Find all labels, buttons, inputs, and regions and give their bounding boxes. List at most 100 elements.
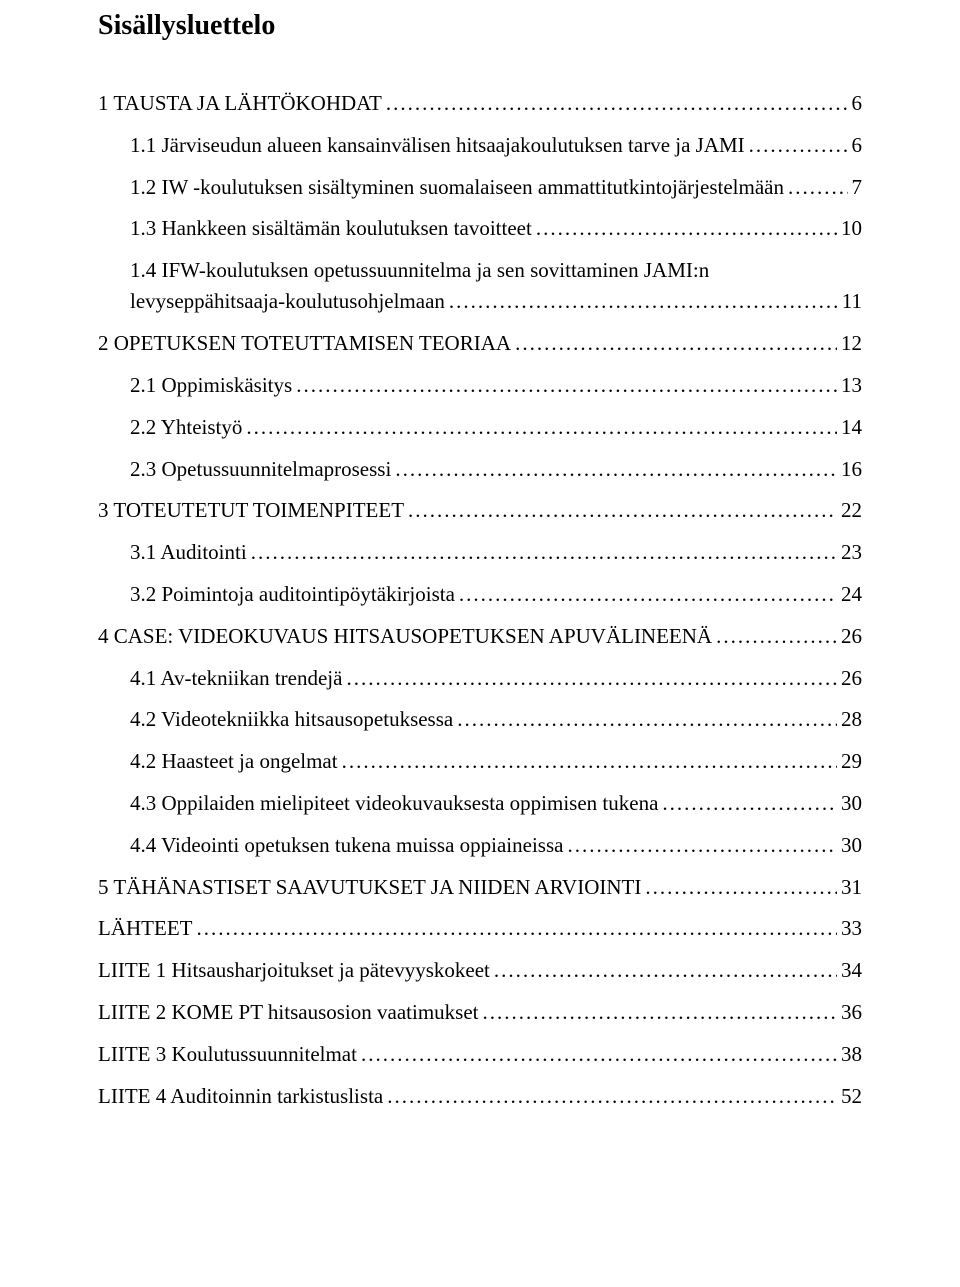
toc-entry: 4.1 Av-tekniikan trendejä 26: [130, 665, 862, 692]
toc-entry-label: 1.2 IW -koulutuksen sisältyminen suomala…: [130, 174, 784, 201]
toc-leader-dots: [459, 581, 837, 608]
toc-entry-label: 5 TÄHÄNASTISET SAAVUTUKSET JA NIIDEN ARV…: [98, 874, 641, 901]
toc-entry: 3.1 Auditointi 23: [130, 539, 862, 566]
toc-leader-dots: [662, 790, 837, 817]
toc-leader-dots: [395, 456, 837, 483]
toc-entry-page: 12: [841, 330, 862, 357]
toc-entry: 4.3 Oppilaiden mielipiteet videokuvaukse…: [130, 790, 862, 817]
toc-leader-dots: [296, 372, 837, 399]
toc-entry-label: 1.3 Hankkeen sisältämän koulutuksen tavo…: [130, 215, 532, 242]
toc-leader-dots: [567, 832, 837, 859]
toc-entry-label: 4 CASE: VIDEOKUVAUS HITSAUSOPETUKSEN APU…: [98, 623, 712, 650]
toc-entry-page: 6: [852, 132, 863, 159]
toc-entry-page: 26: [841, 665, 862, 692]
toc-leader-dots: [361, 1041, 837, 1068]
toc-entry-page: 36: [841, 999, 862, 1026]
toc-entry-label: 1.4 IFW-koulutuksen opetussuunnitelma ja…: [130, 257, 709, 284]
toc-entry-label: 3.1 Auditointi: [130, 539, 247, 566]
toc-entry-page: 11: [842, 288, 862, 315]
toc-entry-label: LÄHTEET: [98, 915, 192, 942]
toc-leader-dots: [749, 132, 848, 159]
toc-leader-dots: [483, 999, 838, 1026]
toc-entry-page: 6: [852, 90, 863, 117]
toc-leader-dots: [196, 915, 837, 942]
toc-entry: 2.2 Yhteistyö 14: [130, 414, 862, 441]
toc-entry: 4.2 Haasteet ja ongelmat 29: [130, 748, 862, 775]
toc-entry: LIITE 4 Auditoinnin tarkistuslista 52: [98, 1083, 862, 1110]
toc-entry-page: 38: [841, 1041, 862, 1068]
toc-leader-dots: [386, 90, 848, 117]
toc-leader-dots: [246, 414, 837, 441]
toc-leader-dots: [536, 215, 837, 242]
toc-entry: LIITE 2 KOME PT hitsausosion vaatimukset…: [98, 999, 862, 1026]
toc-entry: 2.3 Opetussuunnitelmaprosessi 16: [130, 456, 862, 483]
toc-entry: 1.2 IW -koulutuksen sisältyminen suomala…: [130, 174, 862, 201]
toc-entry-page: 30: [841, 832, 862, 859]
toc-entry-label: 1.1 Järviseudun alueen kansainvälisen hi…: [130, 132, 745, 159]
toc-leader-dots: [645, 874, 837, 901]
toc-entry-label: LIITE 2 KOME PT hitsausosion vaatimukset: [98, 999, 479, 1026]
toc-entry-label: 2 OPETUKSEN TOTEUTTAMISEN TEORIAA: [98, 330, 511, 357]
toc-entry-label: LIITE 1 Hitsausharjoitukset ja pätevyysk…: [98, 957, 490, 984]
toc-leader-dots: [387, 1083, 837, 1110]
toc-leader-dots: [494, 957, 837, 984]
toc-leader-dots: [515, 330, 837, 357]
toc-entry-page: 34: [841, 957, 862, 984]
toc-entry-label: 4.4 Videointi opetuksen tukena muissa op…: [130, 832, 563, 859]
page-title: Sisällysluettelo: [98, 10, 862, 42]
toc-entry: 1 TAUSTA JA LÄHTÖKOHDAT 6: [98, 90, 862, 117]
toc-entry: 2 OPETUKSEN TOTEUTTAMISEN TEORIAA 12: [98, 330, 862, 357]
toc-entry-page: 22: [841, 497, 862, 524]
toc-entry: 2.1 Oppimiskäsitys 13: [130, 372, 862, 399]
toc-entry: 5 TÄHÄNASTISET SAAVUTUKSET JA NIIDEN ARV…: [98, 874, 862, 901]
toc-entry-page: 16: [841, 456, 862, 483]
table-of-contents: 1 TAUSTA JA LÄHTÖKOHDAT 6 1.1 Järviseudun …: [98, 90, 862, 1110]
toc-leader-dots: [251, 539, 837, 566]
toc-entry-label: 4.1 Av-tekniikan trendejä: [130, 665, 342, 692]
toc-leader-dots: [346, 665, 837, 692]
toc-entry: LÄHTEET 33: [98, 915, 862, 942]
toc-entry-label: 4.3 Oppilaiden mielipiteet videokuvaukse…: [130, 790, 658, 817]
toc-entry-page: 31: [841, 874, 862, 901]
toc-entry: 4 CASE: VIDEOKUVAUS HITSAUSOPETUKSEN APU…: [98, 623, 862, 650]
toc-entry: 3.2 Poimintoja auditointipöytäkirjoista 2…: [130, 581, 862, 608]
toc-entry-label: 4.2 Videotekniikka hitsausopetuksessa: [130, 706, 453, 733]
toc-entry: 1.3 Hankkeen sisältämän koulutuksen tavo…: [130, 215, 862, 242]
toc-entry-label: 2.3 Opetussuunnitelmaprosessi: [130, 456, 391, 483]
toc-entry: 4.2 Videotekniikka hitsausopetuksessa 28: [130, 706, 862, 733]
toc-entry-label: LIITE 4 Auditoinnin tarkistuslista: [98, 1083, 383, 1110]
toc-leader-dots: [408, 497, 837, 524]
toc-entry-page: 30: [841, 790, 862, 817]
toc-entry: 1.1 Järviseudun alueen kansainvälisen hi…: [130, 132, 862, 159]
toc-entry-page: 13: [841, 372, 862, 399]
toc-entry-label: 1 TAUSTA JA LÄHTÖKOHDAT: [98, 90, 382, 117]
toc-entry-label: LIITE 3 Koulutussuunnitelmat: [98, 1041, 357, 1068]
toc-entry-page: 23: [841, 539, 862, 566]
toc-entry-page: 26: [841, 623, 862, 650]
toc-entry: LIITE 1 Hitsausharjoitukset ja pätevyysk…: [98, 957, 862, 984]
toc-entry-page: 28: [841, 706, 862, 733]
toc-leader-dots: [342, 748, 837, 775]
toc-entry: LIITE 3 Koulutussuunnitelmat 38: [98, 1041, 862, 1068]
toc-leader-dots: [788, 174, 848, 201]
document-page: Sisällysluettelo 1 TAUSTA JA LÄHTÖKOHDAT…: [0, 0, 960, 1287]
toc-entry-label: 2.2 Yhteistyö: [130, 414, 242, 441]
toc-entry-label: 3.2 Poimintoja auditointipöytäkirjoista: [130, 581, 455, 608]
toc-entry-page: 14: [841, 414, 862, 441]
toc-entry: levyseppähitsaaja-koulutusohjelmaan 11: [130, 288, 862, 315]
toc-entry-page: 7: [852, 174, 863, 201]
toc-entry-page: 33: [841, 915, 862, 942]
toc-entry-page: 52: [841, 1083, 862, 1110]
toc-entry: 4.4 Videointi opetuksen tukena muissa op…: [130, 832, 862, 859]
toc-entry-wrap-pre: 1.4 IFW-koulutuksen opetussuunnitelma ja…: [130, 257, 862, 284]
toc-entry-page: 24: [841, 581, 862, 608]
toc-entry-label: levyseppähitsaaja-koulutusohjelmaan: [130, 288, 445, 315]
toc-leader-dots: [716, 623, 837, 650]
toc-entry-page: 10: [841, 215, 862, 242]
toc-leader-dots: [449, 288, 838, 315]
toc-entry-label: 4.2 Haasteet ja ongelmat: [130, 748, 338, 775]
toc-entry-label: 2.1 Oppimiskäsitys: [130, 372, 292, 399]
toc-entry: 3 TOTEUTETUT TOIMENPITEET 22: [98, 497, 862, 524]
toc-entry-page: 29: [841, 748, 862, 775]
toc-entry-label: 3 TOTEUTETUT TOIMENPITEET: [98, 497, 404, 524]
